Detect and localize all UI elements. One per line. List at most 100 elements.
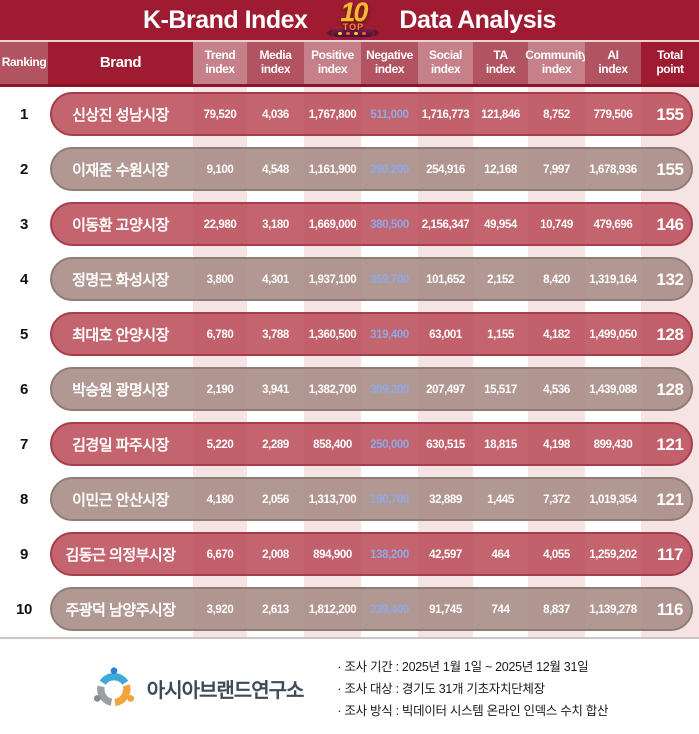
cell-social: 1,716,773: [421, 108, 470, 121]
cell-negative: 290,200: [370, 163, 409, 176]
cell-ta: 744: [491, 603, 510, 616]
cell-positive: 1,669,000: [308, 218, 357, 231]
page-title-left: K-Brand Index: [143, 5, 308, 34]
footer: 아시아브랜드연구소 · 조사 기간 : 2025년 1월 1일 ~ 2025년 …: [0, 639, 699, 734]
cell-brand: 이동환 고양시장: [72, 217, 169, 234]
cell-ta: 15,517: [484, 383, 517, 396]
column-header-trend: Trend index: [193, 42, 247, 84]
cell-positive: 1,382,700: [308, 383, 357, 396]
table-row: 9 김동근 의정부시장 6,670 2,008 894,900 138,200 42,597…: [0, 527, 699, 582]
table-row: 8 이민근 안산시장 4,180 2,056 1,313,700 190,700 32,88…: [0, 472, 699, 527]
cell-social: 42,597: [429, 548, 462, 561]
cell-media: 3,941: [262, 383, 289, 396]
cell-negative: 380,500: [370, 218, 409, 231]
cell-ai: 1,678,936: [589, 163, 637, 176]
cell-positive: 894,900: [313, 548, 352, 561]
cell-brand: 주광덕 남양주시장: [65, 602, 176, 619]
cell-social: 32,889: [429, 493, 462, 506]
cell-media: 2,613: [262, 603, 289, 616]
cell-trend: 3,800: [206, 273, 234, 286]
cell-rank: 5: [20, 326, 28, 343]
cell-negative: 190,700: [370, 493, 409, 506]
row-cells: 5 최대호 안양시장 6,780 3,788 1,360,500 319,400 63,00…: [0, 307, 699, 362]
organization-name: 아시아브랜드연구소: [146, 680, 305, 702]
cell-trend: 6,780: [206, 328, 234, 341]
cell-social: 254,916: [426, 163, 465, 176]
trophy-lights: [338, 32, 343, 35]
row-cells: 9 김동근 의정부시장 6,670 2,008 894,900 138,200 42,597…: [0, 527, 699, 582]
cell-trend: 3,920: [206, 603, 234, 616]
table-row: 7 김경일 파주시장 5,220 2,289 858,400 250,000 630,515…: [0, 417, 699, 472]
row-cells: 2 이재준 수원시장 9,100 4,548 1,161,900 290,200 254,9…: [0, 142, 699, 197]
row-cells: 8 이민근 안산시장 4,180 2,056 1,313,700 190,700 32,88…: [0, 472, 699, 527]
cell-total: 155: [656, 104, 684, 124]
cell-ai: 479,696: [593, 218, 633, 231]
cell-brand: 박승원 광명시장: [72, 382, 169, 399]
cell-community: 8,837: [543, 603, 570, 616]
cell-trend: 22,980: [203, 218, 237, 231]
survey-note-target: · 조사 대상 : 경기도 31개 기초자치단체장: [337, 681, 545, 696]
top10-trophy-icon: 10 TOP: [321, 0, 385, 40]
title-banner: K-Brand Index 10 TOP Data Analysis: [0, 0, 699, 40]
column-header-community: Community index: [525, 42, 588, 84]
row-pill: [50, 147, 693, 191]
cell-total: 116: [656, 599, 684, 619]
cell-negative: 319,400: [370, 328, 409, 341]
table-row: 2 이재준 수원시장 9,100 4,548 1,161,900 290,200 254,9…: [0, 142, 699, 197]
trophy-top-label: TOP: [342, 22, 365, 32]
cell-rank: 7: [20, 436, 28, 453]
column-header-brand: Brand: [48, 42, 193, 84]
column-header-total: Total point: [641, 42, 699, 84]
table-row: 1 신상진 성남시장 79,520 4,036 1,767,800 511,000 1,71…: [0, 87, 699, 142]
cell-ai: 1,439,088: [589, 383, 637, 396]
column-header-ta: TA index: [473, 42, 528, 84]
cell-rank: 8: [20, 491, 28, 508]
cell-trend: 6,670: [206, 548, 234, 561]
cell-ai: 1,499,050: [589, 328, 637, 341]
cell-rank: 6: [20, 381, 28, 398]
trophy-number: 10: [340, 0, 368, 27]
row-pill: [50, 92, 693, 136]
cell-negative: 359,700: [370, 273, 409, 286]
cell-community: 4,198: [543, 438, 570, 451]
cell-rank: 1: [20, 106, 28, 123]
cell-media: 4,301: [262, 273, 289, 286]
trophy-podium: [333, 29, 374, 37]
cell-negative: 138,200: [370, 548, 409, 561]
table-body: 1 신상진 성남시장 79,520 4,036 1,767,800 511,000 1,71…: [0, 87, 699, 639]
cell-ai: 1,139,278: [589, 603, 637, 616]
cell-media: 2,289: [262, 438, 289, 451]
column-header-media: Media index: [247, 42, 304, 84]
row-cells: 3 이동환 고양시장 22,980 3,180 1,669,000 380,500 2,15…: [0, 197, 699, 252]
table-row: 5 최대호 안양시장 6,780 3,788 1,360,500 319,400 63,00…: [0, 307, 699, 362]
cell-media: 2,008: [262, 548, 289, 561]
column-header-social: Social index: [418, 42, 473, 84]
cell-brand: 이재준 수원시장: [72, 162, 169, 179]
row-pill: [50, 587, 693, 631]
table-header-row: Ranking Brand Trend index Media index Positi…: [0, 40, 699, 87]
cell-community: 4,536: [543, 383, 570, 396]
cell-brand: 김동근 의정부시장: [65, 547, 176, 564]
survey-note-method: · 조사 방식 : 빅데이터 시스템 온라인 인덱스 수치 합산: [337, 703, 609, 718]
cell-total: 121: [656, 489, 684, 509]
cell-ai: 899,430: [593, 438, 633, 451]
column-header-negative: Negative index: [361, 42, 418, 84]
cell-positive: 858,400: [313, 438, 352, 451]
cell-community: 10,749: [540, 218, 573, 231]
row-pill: [50, 202, 693, 246]
cell-brand: 신상진 성남시장: [72, 107, 169, 124]
cell-ta: 12,168: [484, 163, 517, 176]
cell-ta: 121,846: [481, 108, 520, 121]
cell-media: 4,548: [262, 163, 289, 176]
survey-notes: · 조사 기간 : 2025년 1월 1일 ~ 2025년 12월 31일 · …: [337, 656, 608, 722]
cell-ta: 1,445: [487, 493, 514, 506]
cell-ai: 1,019,354: [589, 493, 637, 506]
cell-negative: 250,000: [370, 438, 409, 451]
column-header-positive: Positive index: [304, 42, 361, 84]
cell-positive: 1,812,200: [308, 603, 357, 616]
cell-community: 8,420: [543, 273, 570, 286]
cell-social: 630,515: [426, 438, 465, 451]
cell-community: 8,752: [543, 108, 570, 121]
cell-negative: 239,400: [370, 603, 409, 616]
